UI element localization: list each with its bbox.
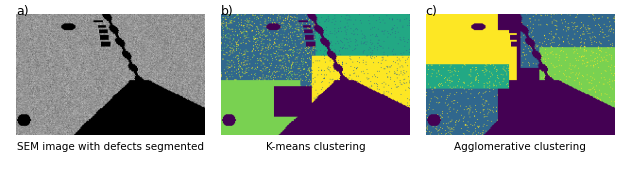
Text: K-means clustering: K-means clustering bbox=[266, 142, 365, 152]
Text: a): a) bbox=[16, 5, 29, 18]
Text: SEM image with defects segmented: SEM image with defects segmented bbox=[17, 142, 204, 152]
Text: b): b) bbox=[221, 5, 234, 18]
Text: Agglomerative clustering: Agglomerative clustering bbox=[454, 142, 586, 152]
Text: c): c) bbox=[426, 5, 438, 18]
